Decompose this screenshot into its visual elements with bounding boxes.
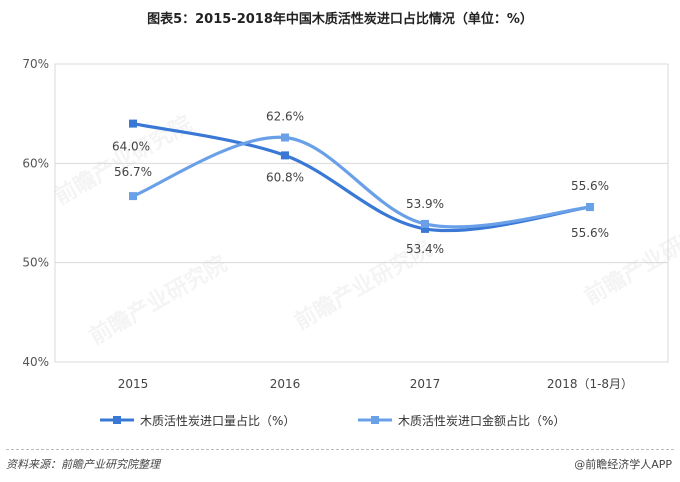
footer-divider	[6, 449, 674, 450]
data-point	[281, 151, 289, 160]
series-line	[132, 122, 591, 233]
data-labels: 64.0% 60.8% 53.4% 55.6% 56.7% 62.6% 53.9% 55.6%	[112, 110, 609, 256]
legend-swatch-marker	[113, 416, 121, 424]
watermark-text: 前瞻产业研究院	[50, 111, 196, 211]
legend-label: 木质活性炭进口金额占比（%）	[398, 413, 565, 428]
data-point	[421, 219, 429, 228]
legend-label: 木质活性炭进口量占比（%）	[140, 413, 295, 428]
series-line	[132, 135, 591, 229]
plot-frame	[54, 63, 669, 363]
data-point	[129, 192, 137, 201]
series-group	[129, 119, 594, 233]
data-point	[421, 224, 429, 233]
data-label: 53.9%	[406, 197, 444, 211]
x-tick-label: 2016	[270, 377, 301, 391]
data-label: 60.8%	[266, 170, 304, 184]
data-label: 53.4%	[406, 242, 444, 256]
data-point	[586, 203, 594, 212]
data-label: 55.6%	[571, 179, 609, 193]
legend: 木质活性炭进口量占比（%） 木质活性炭进口金额占比（%）	[100, 413, 565, 428]
data-label: 55.6%	[571, 226, 609, 240]
x-tick-label: 2018（1-8月）	[547, 377, 633, 391]
x-axis: 2015 2016 2017 2018（1-8月）	[118, 377, 633, 391]
data-label: 56.7%	[114, 165, 152, 179]
source-note: 资料来源：前瞻产业研究院整理	[6, 458, 160, 471]
x-tick-label: 2015	[118, 377, 149, 391]
chart-title: 图表5：2015-2018年中国木质活性炭进口占比情况（单位：%）	[147, 12, 533, 27]
brand-credit: @前瞻经济学人APP	[574, 458, 672, 471]
x-tick-label: 2017	[410, 377, 441, 391]
grid-lines	[54, 63, 669, 363]
y-axis: 40% 50% 60% 70%	[22, 57, 49, 369]
legend-swatch-marker	[371, 416, 379, 424]
data-point	[281, 133, 289, 142]
y-tick-label: 60%	[22, 156, 49, 170]
y-tick-label: 40%	[22, 355, 49, 369]
data-point	[129, 119, 137, 128]
watermark-text: 前瞻产业研究院	[85, 251, 231, 351]
data-label: 64.0%	[112, 140, 150, 154]
y-tick-label: 70%	[22, 57, 49, 71]
y-tick-label: 50%	[22, 256, 49, 270]
data-label: 62.6%	[266, 110, 304, 124]
